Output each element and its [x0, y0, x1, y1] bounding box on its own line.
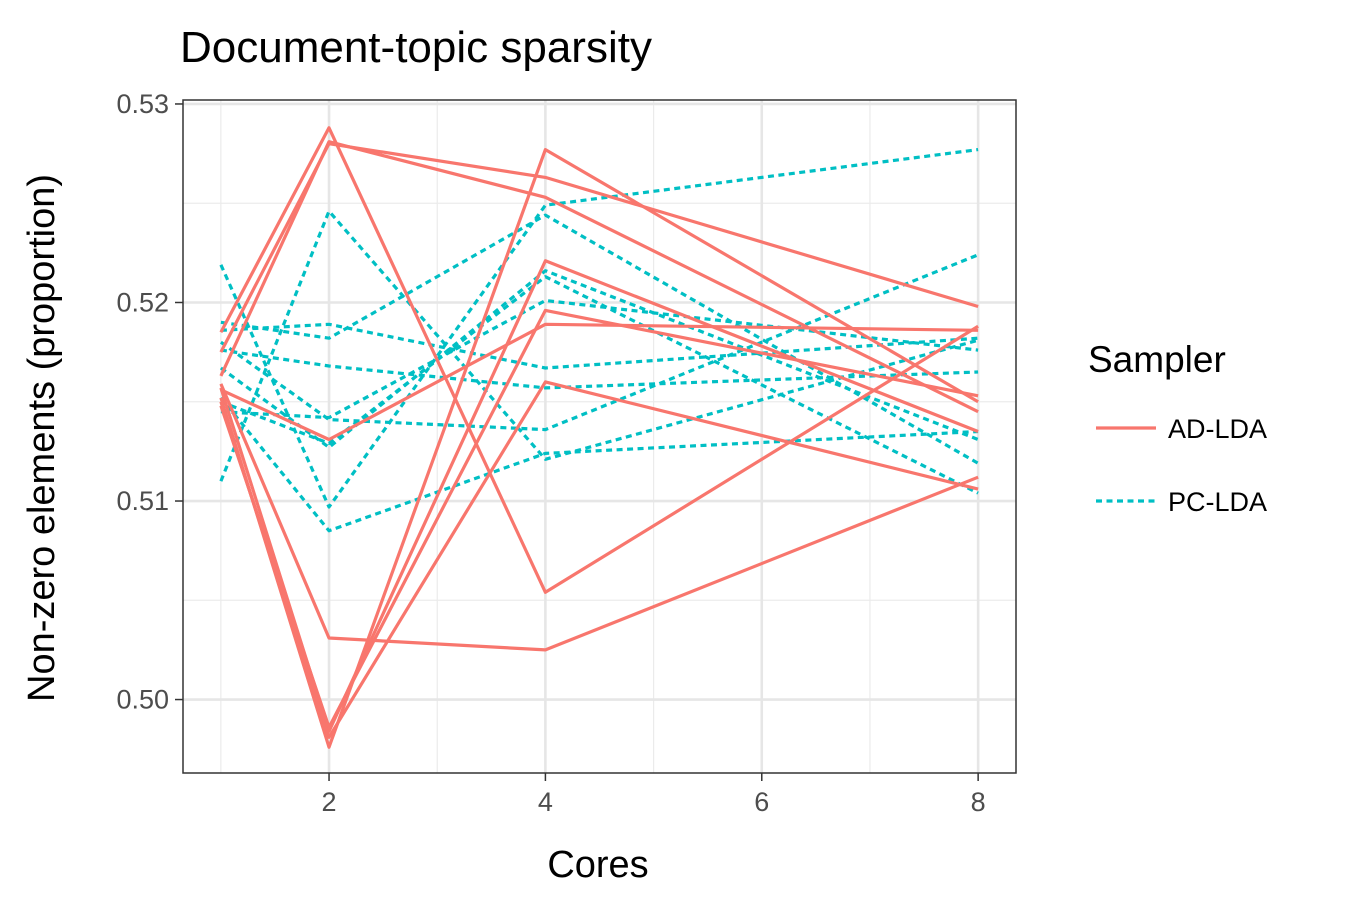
- series-line-pc-lda: [219, 396, 979, 533]
- series-line-ad-lda: [219, 380, 979, 739]
- plot-border: [182, 99, 1017, 774]
- series-line-pc-lda: [219, 148, 979, 509]
- y-tick-label: 0.50: [116, 685, 169, 715]
- y-axis-title: Non-zero elements (proportion): [21, 174, 63, 702]
- y-tick-label: 0.51: [116, 486, 169, 516]
- series-line-ad-lda: [219, 259, 979, 733]
- series-lines: [219, 126, 979, 749]
- y-tick-label: 0.53: [116, 89, 169, 119]
- series-line-ad-lda: [219, 383, 979, 652]
- series-line-pc-lda: [219, 209, 979, 482]
- legend-title: Sampler: [1088, 339, 1226, 380]
- legend-label-pc-lda: PC-LDA: [1168, 487, 1267, 517]
- x-axis: 2 4 6 8: [322, 773, 986, 817]
- y-tick-label: 0.52: [116, 287, 169, 317]
- x-tick-label: 8: [971, 787, 986, 817]
- series-line-pc-lda: [220, 213, 979, 465]
- legend-label-ad-lda: AD-LDA: [1168, 414, 1267, 444]
- series-line-ad-lda: [219, 142, 979, 353]
- series-line-ad-lda: [220, 322, 979, 442]
- x-tick-label: 2: [322, 787, 337, 817]
- plot-panel: [182, 99, 1017, 774]
- series-line-pc-lda: [220, 348, 979, 390]
- x-tick-label: 6: [754, 787, 769, 817]
- legend: Sampler AD-LDA PC-LDA: [1088, 339, 1267, 517]
- series-line-pc-lda: [220, 322, 979, 370]
- x-tick-label: 4: [538, 787, 553, 817]
- y-axis: 0.50 0.51 0.52 0.53: [116, 89, 183, 715]
- chart-title: Document-topic sparsity: [180, 23, 652, 72]
- x-axis-title: Cores: [547, 844, 648, 886]
- series-line-ad-lda: [219, 140, 979, 414]
- legend-items: AD-LDA PC-LDA: [1096, 414, 1267, 517]
- series-line-pc-lda: [219, 253, 979, 432]
- series-line-ad-lda: [219, 126, 979, 594]
